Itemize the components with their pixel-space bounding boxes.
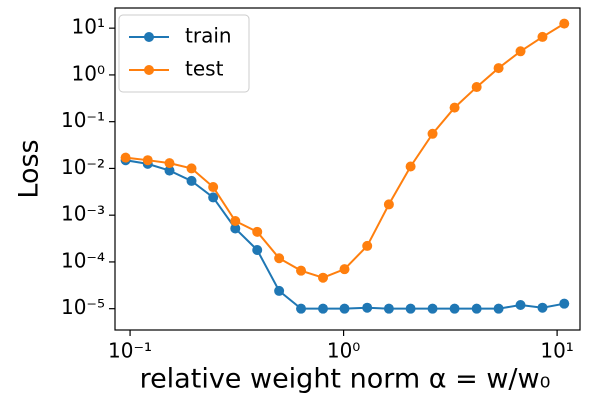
- point: [230, 223, 241, 234]
- legend-label: test: [185, 57, 224, 81]
- point: [186, 163, 197, 174]
- point: [230, 216, 241, 227]
- point: [383, 199, 394, 210]
- point: [383, 303, 394, 314]
- point: [559, 18, 570, 29]
- point: [537, 302, 548, 313]
- point: [427, 303, 438, 314]
- y-tick-label: 10⁻⁴: [61, 248, 105, 272]
- point: [142, 155, 153, 166]
- legend-marker: [144, 32, 154, 42]
- point: [515, 299, 526, 310]
- point: [405, 303, 416, 314]
- point: [493, 63, 504, 74]
- y-tick-label: 10⁻²: [61, 155, 105, 179]
- point: [208, 182, 219, 193]
- point: [471, 303, 482, 314]
- point: [274, 285, 285, 296]
- point: [449, 303, 460, 314]
- point: [318, 272, 329, 283]
- point: [164, 165, 175, 176]
- point: [296, 303, 307, 314]
- x-tick-label: 10¹: [540, 339, 573, 363]
- point: [252, 244, 263, 255]
- y-tick-label: 10⁻⁵: [61, 295, 105, 319]
- point: [339, 264, 350, 275]
- y-tick-label: 10⁰: [72, 61, 105, 85]
- y-tick-label: 10⁻³: [61, 202, 105, 226]
- point: [559, 298, 570, 309]
- y-axis-label: Loss: [14, 139, 45, 198]
- point: [120, 152, 131, 163]
- x-axis-label: relative weight norm α = w/w₀: [140, 364, 551, 395]
- point: [362, 302, 373, 313]
- point: [427, 128, 438, 139]
- x-tick-label: 10⁰: [327, 339, 360, 363]
- point: [515, 46, 526, 57]
- y-tick-label: 10⁻¹: [61, 108, 105, 132]
- point: [252, 226, 263, 237]
- y-tick-label: 10¹: [72, 15, 105, 39]
- point: [208, 192, 219, 203]
- point: [493, 303, 504, 314]
- point: [164, 158, 175, 169]
- point: [186, 175, 197, 186]
- point: [339, 303, 350, 314]
- point: [449, 102, 460, 113]
- point: [274, 253, 285, 264]
- point: [296, 265, 307, 276]
- point: [318, 303, 329, 314]
- legend-label: train: [185, 24, 232, 48]
- x-tick-label: 10⁻¹: [108, 339, 152, 363]
- point: [362, 240, 373, 251]
- point: [405, 161, 416, 172]
- legend-marker: [144, 65, 154, 75]
- point: [471, 82, 482, 93]
- point: [537, 31, 548, 42]
